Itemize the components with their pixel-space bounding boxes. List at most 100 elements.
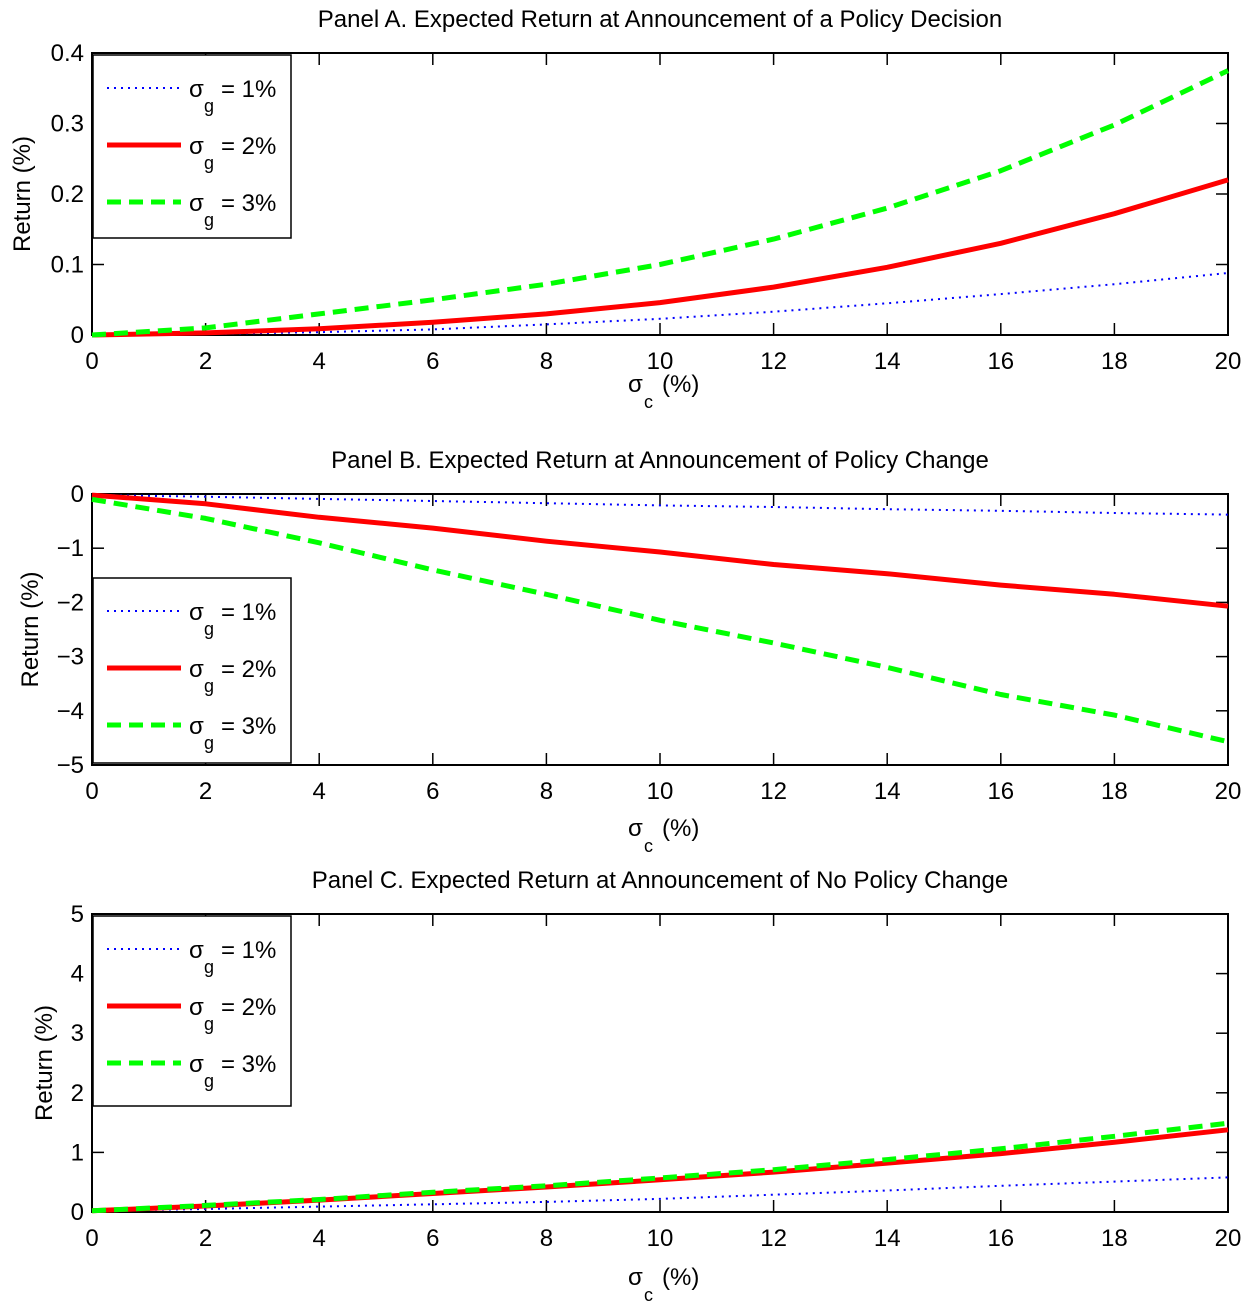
x-tick-label: 12 (760, 778, 787, 805)
legend-label-value: = 2% (221, 133, 276, 160)
x-tick-label: 4 (313, 778, 326, 805)
x-tick-label: 6 (426, 1225, 439, 1252)
legend-label-symbol: σ (189, 994, 204, 1021)
legend-label-symbol: σ (189, 937, 204, 964)
y-tick-label: 0 (71, 1199, 84, 1226)
x-tick-label: 20 (1215, 778, 1242, 805)
x-axis-label-unit: (%) (662, 815, 699, 842)
x-tick-label: 8 (540, 1225, 553, 1252)
x-axis-label-subscript: c (644, 1285, 653, 1305)
legend-label-value: = 1% (221, 76, 276, 103)
series-line-1 (91, 494, 1229, 516)
legend-label-value: = 2% (221, 994, 276, 1021)
y-tick-label: −3 (57, 644, 84, 671)
legend-label-value: = 3% (221, 1051, 276, 1078)
y-tick-label: 0.2 (51, 181, 84, 208)
x-tick-label: 2 (199, 348, 212, 375)
x-tick-label: 16 (987, 778, 1014, 805)
x-tick-label: 2 (199, 1225, 212, 1252)
x-tick-label: 0 (85, 778, 98, 805)
x-axis-label-unit: (%) (662, 1264, 699, 1291)
y-tick-label: 0 (71, 481, 84, 508)
legend-label-value: = 2% (221, 656, 276, 683)
panel-b: Panel B. Expected Return at Announcement… (17, 447, 1241, 856)
panel-a: Panel A. Expected Return at Announcement… (9, 6, 1241, 412)
series-line-3 (91, 68, 1230, 338)
series-line-2 (91, 177, 1229, 338)
x-tick-label: 8 (540, 778, 553, 805)
x-tick-label: 16 (987, 1225, 1014, 1252)
x-tick-label: 6 (426, 778, 439, 805)
legend-label-subscript: g (204, 957, 214, 977)
legend-label-subscript: g (204, 96, 214, 116)
y-axis-label: Return (%) (9, 136, 36, 252)
x-tick-label: 18 (1101, 778, 1128, 805)
series-line-3 (91, 496, 1229, 745)
legend-label-value: = 1% (221, 937, 276, 964)
chart-title: Panel B. Expected Return at Announcement… (331, 447, 989, 474)
y-axis-label: Return (%) (17, 571, 44, 687)
legend-label-value: = 3% (221, 190, 276, 217)
y-tick-label: −2 (57, 589, 84, 616)
x-axis-label-symbol: σ (628, 1264, 643, 1291)
legend-label-symbol: σ (189, 1051, 204, 1078)
legend-label-symbol: σ (189, 76, 204, 103)
y-tick-label: −4 (57, 698, 84, 725)
y-tick-label: −1 (57, 535, 84, 562)
x-tick-label: 12 (760, 348, 787, 375)
x-axis-label-unit: (%) (662, 371, 699, 398)
x-axis-label-subscript: c (644, 392, 653, 412)
y-tick-label: 0.3 (51, 111, 84, 138)
x-tick-label: 6 (426, 348, 439, 375)
x-axis-label-subscript: c (644, 836, 653, 856)
chart-title: Panel A. Expected Return at Announcement… (318, 6, 1002, 33)
legend-label-symbol: σ (189, 599, 204, 626)
x-tick-label: 2 (199, 778, 212, 805)
legend-label-subscript: g (204, 1071, 214, 1091)
x-tick-label: 10 (647, 1225, 674, 1252)
chart-title: Panel C. Expected Return at Announcement… (312, 867, 1008, 894)
y-tick-label: 0 (71, 322, 84, 349)
x-tick-label: 4 (313, 1225, 326, 1252)
legend-label-symbol: σ (189, 133, 204, 160)
y-tick-label: 0.1 (51, 252, 84, 279)
x-tick-label: 12 (760, 1225, 787, 1252)
legend-label-subscript: g (204, 733, 214, 753)
legend-label-subscript: g (204, 676, 214, 696)
series-line-3 (91, 1120, 1229, 1214)
x-tick-label: 4 (313, 348, 326, 375)
y-tick-label: 1 (71, 1139, 84, 1166)
series-line-1 (91, 1176, 1229, 1212)
legend-label-value: = 1% (221, 599, 276, 626)
x-tick-label: 16 (987, 348, 1014, 375)
x-tick-label: 14 (874, 778, 901, 805)
legend-label-subscript: g (204, 210, 214, 230)
x-tick-label: 0 (85, 348, 98, 375)
x-tick-label: 14 (874, 348, 901, 375)
x-tick-label: 14 (874, 1225, 901, 1252)
legend-box (92, 915, 292, 1107)
y-tick-label: 0.4 (51, 40, 84, 67)
legend-label-value: = 3% (221, 713, 276, 740)
x-tick-label: 8 (540, 348, 553, 375)
x-tick-label: 20 (1215, 1225, 1242, 1252)
legend-label-subscript: g (204, 153, 214, 173)
legend-label-subscript: g (204, 619, 214, 639)
series-line-1 (91, 272, 1229, 336)
x-tick-label: 10 (647, 348, 674, 375)
y-tick-label: 3 (71, 1020, 84, 1047)
y-tick-label: 5 (71, 901, 84, 928)
legend: σg= 1%σg= 2%σg= 3% (92, 915, 292, 1107)
y-tick-label: −5 (57, 752, 84, 779)
y-tick-label: 4 (71, 961, 84, 988)
x-tick-label: 18 (1101, 1225, 1128, 1252)
panel-c: Panel C. Expected Return at Announcement… (31, 867, 1241, 1305)
legend-label-symbol: σ (189, 656, 204, 683)
x-tick-label: 0 (85, 1225, 98, 1252)
x-tick-label: 10 (647, 778, 674, 805)
x-axis-label-symbol: σ (628, 371, 643, 398)
y-axis-label: Return (%) (31, 1005, 58, 1121)
x-axis-label-symbol: σ (628, 815, 643, 842)
x-tick-label: 20 (1215, 348, 1242, 375)
